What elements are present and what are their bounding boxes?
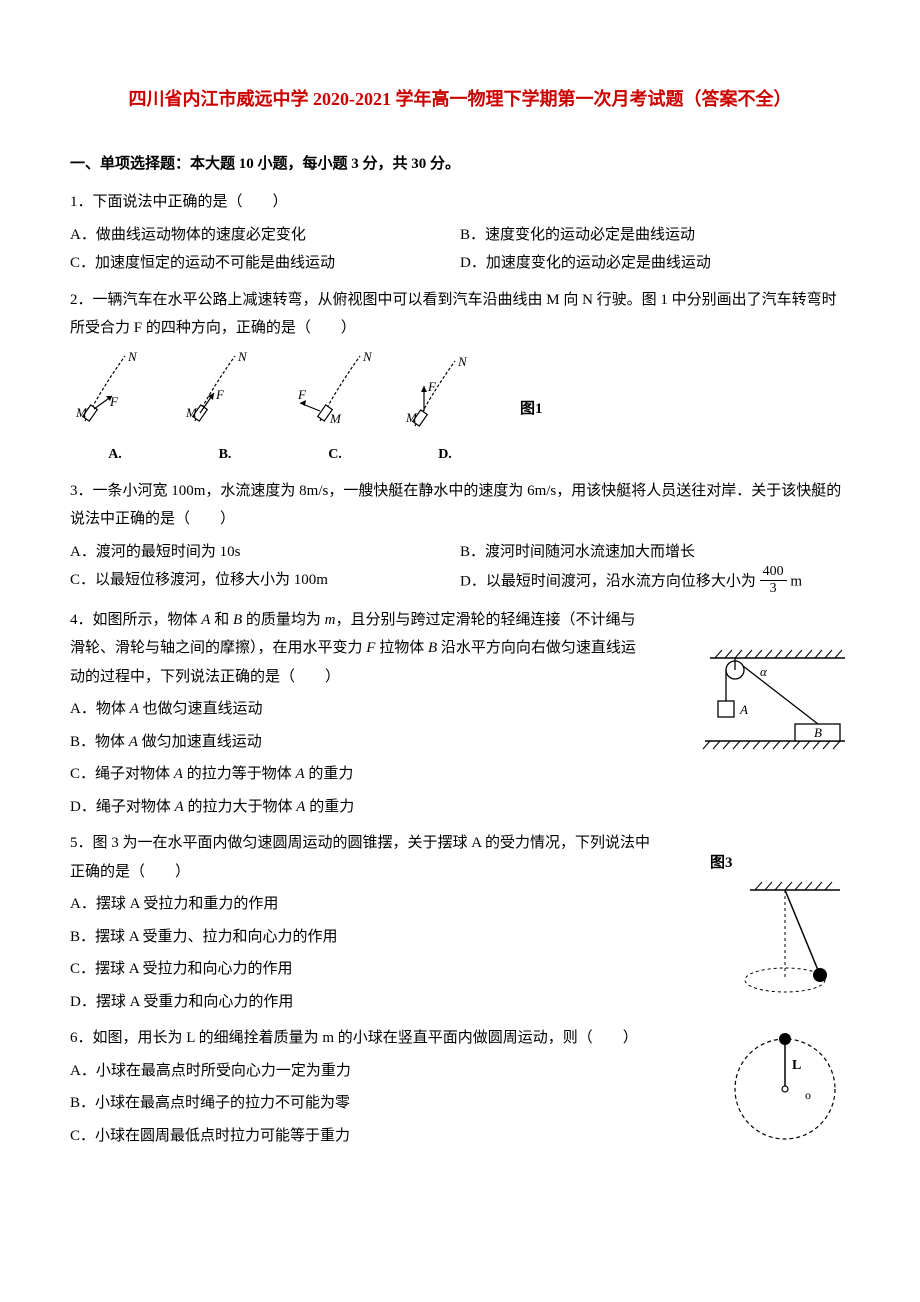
q4-svg: A α B <box>670 646 850 756</box>
q4-stem: 4．如图所示，物体 A 和 B 的质量均为 m，且分别与跨过定滑轮的轻绳连接（不… <box>70 606 650 692</box>
q3-stem: 3．一条小河宽 100m，水流速度为 8m/s，一艘快艇在静水中的速度为 6m/… <box>70 477 850 534</box>
q2-stem: 2．一辆汽车在水平公路上减速转弯，从俯视图中可以看到汽车沿曲线由 M 向 N 行… <box>70 286 850 343</box>
q1-options: A．做曲线运动物体的速度必定变化 B．速度变化的运动必定是曲线运动 C．加速度恒… <box>70 221 850 278</box>
q5-figure: 图3 <box>710 849 850 1020</box>
q2-svg-c: N M F <box>290 351 380 436</box>
q4-opt-d: D．绳子对物体 A 的拉力大于物体 A 的重力 <box>70 793 650 822</box>
page-title: 四川省内江市威远中学 2020-2021 学年高一物理下学期第一次月考试题（答案… <box>70 80 850 120</box>
q4-opt-a: A．物体 A 也做匀速直线运动 <box>70 695 650 724</box>
q5-options: A．摆球 A 受拉力和重力的作用 B．摆球 A 受重力、拉力和向心力的作用 C．… <box>70 890 650 1016</box>
q2-label-c: C. <box>290 442 380 469</box>
svg-text:B: B <box>814 725 822 740</box>
q1-opt-d: D．加速度变化的运动必定是曲线运动 <box>460 249 850 278</box>
q2-svg-b: N M F <box>180 351 270 436</box>
q2-figure-row: N M F A. N M F <box>70 351 850 469</box>
svg-text:N: N <box>457 354 468 369</box>
q5-fig-label: 图3 <box>710 849 850 878</box>
svg-text:M: M <box>185 405 198 420</box>
svg-text:F: F <box>297 387 307 402</box>
svg-text:N: N <box>362 351 373 364</box>
svg-text:N: N <box>127 351 138 364</box>
svg-text:F: F <box>109 394 119 409</box>
svg-text:M: M <box>75 405 88 420</box>
question-4: 4．如图所示，物体 A 和 B 的质量均为 m，且分别与跨过定滑轮的轻绳连接（不… <box>70 606 850 822</box>
q2-fig-b: N M F B. <box>180 351 270 469</box>
q6-opt-b: B．小球在最高点时绳子的拉力不可能为零 <box>70 1089 650 1118</box>
question-2: 2．一辆汽车在水平公路上减速转弯，从俯视图中可以看到汽车沿曲线由 M 向 N 行… <box>70 286 850 469</box>
q2-fig-label: 图1 <box>520 395 543 424</box>
question-6: 6．如图，用长为 L 的细绳拴着质量为 m 的小球在竖直平面内做圆周运动，则（ … <box>70 1024 850 1150</box>
q5-opt-b: B．摆球 A 受重力、拉力和向心力的作用 <box>70 923 650 952</box>
svg-text:L: L <box>792 1058 801 1073</box>
q6-figure: L o <box>720 1024 850 1165</box>
q3-opt-a: A．渡河的最短时间为 10s <box>70 538 460 567</box>
question-5: 5．图 3 为一在水平面内做匀速圆周运动的圆锥摆，关于摆球 A 的受力情况，下列… <box>70 829 850 1016</box>
q4-figure: A α B <box>670 646 850 767</box>
svg-text:M: M <box>329 411 342 426</box>
q6-stem: 6．如图，用长为 L 的细绳拴着质量为 m 的小球在竖直平面内做圆周运动，则（ … <box>70 1024 650 1053</box>
q6-options: A．小球在最高点时所受向心力一定为重力 B．小球在最高点时绳子的拉力不可能为零 … <box>70 1057 650 1151</box>
q5-opt-c: C．摆球 A 受拉力和向心力的作用 <box>70 955 650 984</box>
svg-text:N: N <box>237 351 248 364</box>
q5-opt-a: A．摆球 A 受拉力和重力的作用 <box>70 890 650 919</box>
question-1: 1．下面说法中正确的是（ ） A．做曲线运动物体的速度必定变化 B．速度变化的运… <box>70 188 850 278</box>
q5-svg <box>710 880 850 1010</box>
q3-fraction: 400 3 <box>760 564 787 596</box>
q2-label-a: A. <box>70 442 160 469</box>
q3-d-prefix: D．以最短时间渡河，沿水流方向位移大小为 <box>460 574 756 590</box>
q1-opt-c: C．加速度恒定的运动不可能是曲线运动 <box>70 249 460 278</box>
q2-fig-c: N M F C. <box>290 351 380 469</box>
q1-stem: 1．下面说法中正确的是（ ） <box>70 188 850 217</box>
q6-svg: L o <box>720 1024 850 1154</box>
q3-frac-den: 3 <box>760 581 787 596</box>
q2-svg-d: N M F <box>400 351 490 436</box>
q1-opt-a: A．做曲线运动物体的速度必定变化 <box>70 221 460 250</box>
q4-opt-b: B．物体 A 做匀加速直线运动 <box>70 728 650 757</box>
q3-options: A．渡河的最短时间为 10s B．渡河时间随河水流速加大而增长 C．以最短位移渡… <box>70 538 850 598</box>
q2-label-d: D. <box>400 442 490 469</box>
q1-opt-b: B．速度变化的运动必定是曲线运动 <box>460 221 850 250</box>
section-heading: 一、单项选择题：本大题 10 小题，每小题 3 分，共 30 分。 <box>70 150 850 179</box>
svg-text:F: F <box>427 379 437 394</box>
q5-stem: 5．图 3 为一在水平面内做匀速圆周运动的圆锥摆，关于摆球 A 的受力情况，下列… <box>70 829 650 886</box>
svg-text:o: o <box>805 1088 811 1102</box>
q4-opt-c: C．绳子对物体 A 的拉力等于物体 A 的重力 <box>70 760 650 789</box>
q2-fig-a: N M F A. <box>70 351 160 469</box>
svg-text:A: A <box>739 702 748 717</box>
q3-d-suffix: m <box>790 574 802 590</box>
q2-svg-a: N M F <box>70 351 160 436</box>
q3-opt-c: C．以最短位移渡河，位移大小为 100m <box>70 566 460 598</box>
q6-opt-c: C．小球在圆周最低点时拉力可能等于重力 <box>70 1122 650 1151</box>
q2-label-b: B. <box>180 442 270 469</box>
q3-opt-d: D．以最短时间渡河，沿水流方向位移大小为 400 3 m <box>460 566 850 598</box>
q3-opt-b: B．渡河时间随河水流速加大而增长 <box>460 538 850 567</box>
q5-opt-d: D．摆球 A 受重力和向心力的作用 <box>70 988 650 1017</box>
question-3: 3．一条小河宽 100m，水流速度为 8m/s，一艘快艇在静水中的速度为 6m/… <box>70 477 850 598</box>
q3-frac-num: 400 <box>760 564 787 580</box>
q4-options: A．物体 A 也做匀速直线运动 B．物体 A 做匀加速直线运动 C．绳子对物体 … <box>70 695 650 821</box>
q6-opt-a: A．小球在最高点时所受向心力一定为重力 <box>70 1057 650 1086</box>
svg-text:M: M <box>405 410 418 425</box>
svg-text:F: F <box>215 387 225 402</box>
svg-text:α: α <box>760 664 768 679</box>
q2-fig-d: N M F D. <box>400 351 490 469</box>
